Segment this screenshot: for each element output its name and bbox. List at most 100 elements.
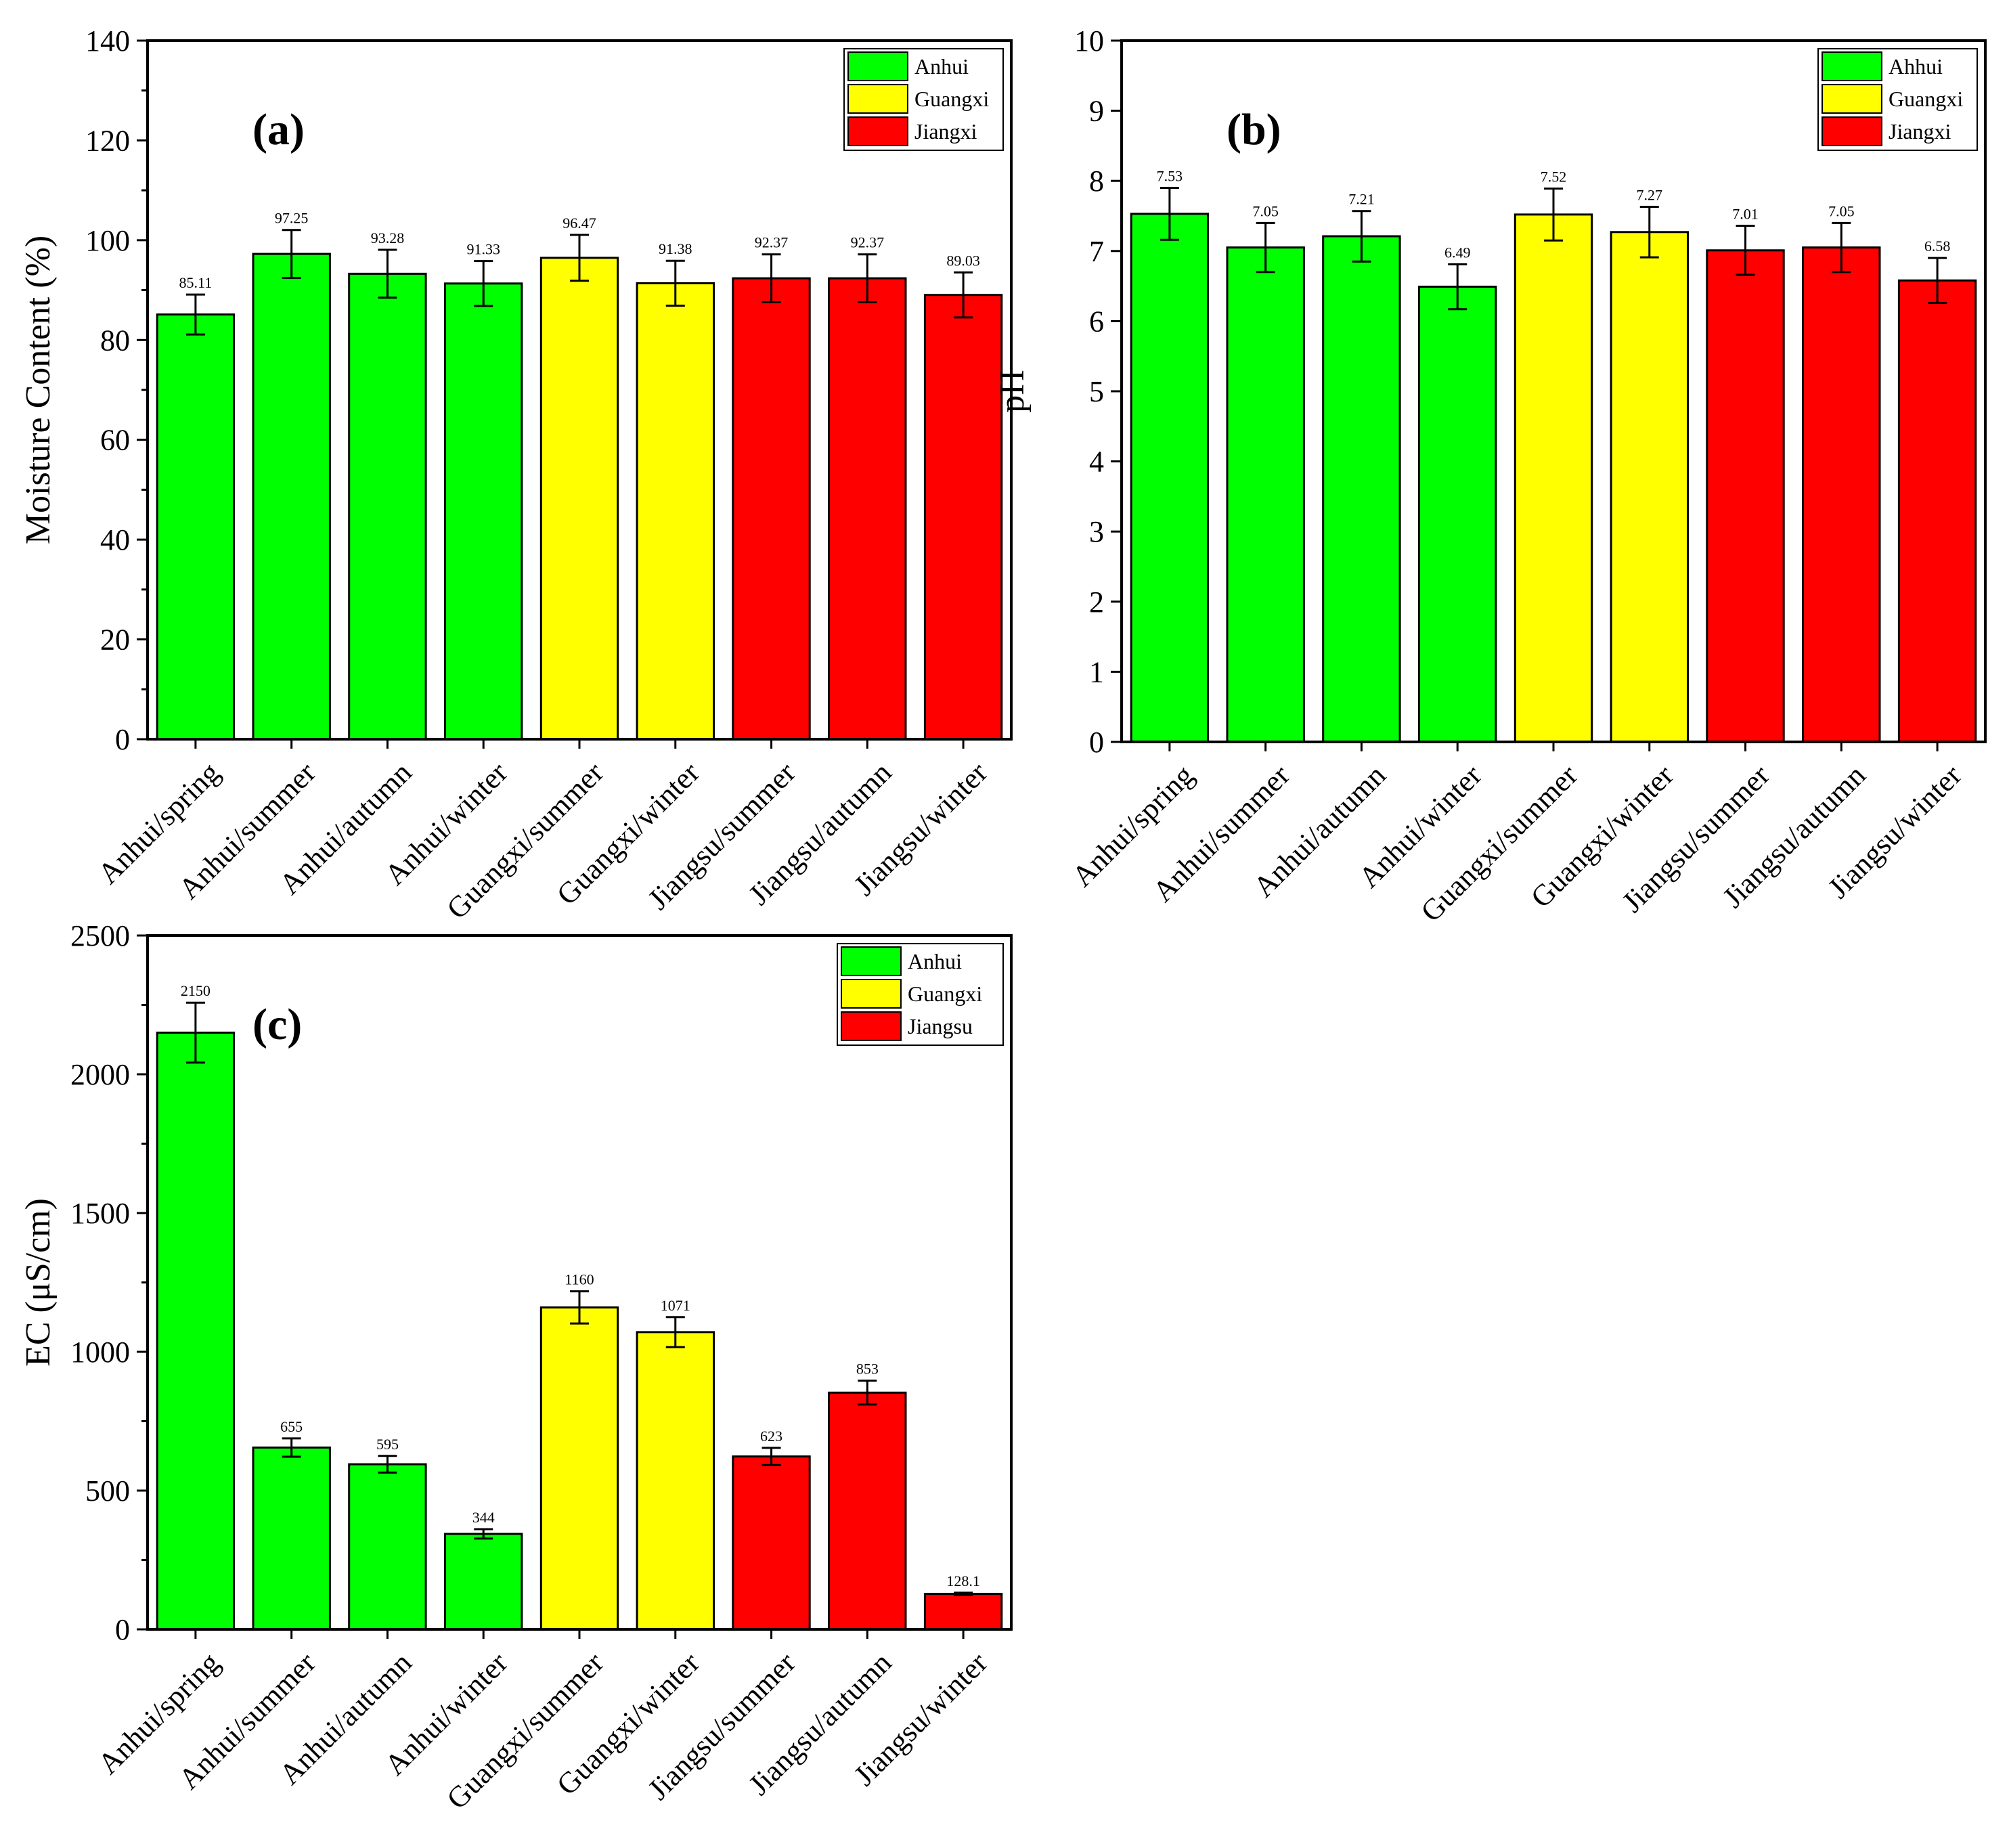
error-bar-7 [858,253,877,303]
error-bar-5 [665,259,685,307]
data-label-3: 344 [472,1509,495,1526]
panel-tag: (a) [252,105,305,154]
bar-6 [1706,249,1785,743]
error-bar-5 [1639,206,1659,259]
data-label-0: 7.53 [1157,168,1183,185]
y-tick-label-3: 3 [1089,515,1104,548]
error-bar-0 [185,293,205,336]
y-tick-label-2: 40 [100,523,130,556]
error-bar-2 [378,248,397,299]
legend-label-1: Guangxi [1889,87,1963,111]
legend-label-1: Guangxi [908,982,982,1006]
y-tick-label-3: 60 [100,424,130,457]
y-tick-label-1: 500 [85,1474,130,1508]
bar-4 [1514,213,1593,743]
legend-swatch-1 [1822,84,1882,114]
legend-swatch-0 [841,946,902,976]
data-label-1: 655 [280,1418,303,1435]
legend-label-0: Anhui [914,54,969,79]
error-bar-2 [378,1455,397,1474]
legend-swatch-2 [847,116,908,146]
legend-swatch-1 [841,979,902,1009]
error-bar-0 [1160,187,1179,241]
panel-tag: (b) [1227,105,1281,154]
bar-6 [732,277,811,741]
bar-7 [828,277,907,741]
bar-7 [828,1391,907,1631]
y-tick-label-2: 2 [1089,586,1104,619]
error-bar-1 [282,1437,301,1458]
y-tick-label-0: 0 [1089,726,1104,759]
data-label-2: 93.28 [371,229,405,246]
error-bar-8 [954,1591,973,1596]
y-axis-title: pH [993,370,1032,413]
y-tick-label-5: 100 [85,224,130,257]
bar-8 [923,294,1003,741]
legend-label-0: Anhui [908,949,962,973]
bar-3 [1418,286,1497,743]
error-bar-4 [1544,188,1563,242]
data-label-2: 7.21 [1348,191,1375,208]
bar-2 [348,272,427,741]
bar-1 [1226,246,1305,743]
y-tick-label-0: 0 [115,723,130,756]
legend: Anhui Guangxi Jiangsu [837,943,1004,1046]
y-tick-label-10: 10 [1074,24,1104,58]
y-tick-label-1: 1 [1089,655,1104,688]
bar-5 [636,282,715,741]
error-bar-3 [474,1528,493,1540]
y-tick-label-4: 2000 [70,1058,130,1091]
y-tick-label-9: 9 [1089,95,1104,128]
bar-4 [539,257,619,741]
chart-panel-0: 85.11 97.25 93.28 91.33 96.47 91.38 92.37 92.37… [19,24,1013,925]
bar-1 [252,252,331,741]
bar-5 [636,1331,715,1631]
y-axis-title: EC (μS/cm) [19,1198,58,1367]
error-bar-7 [1832,221,1851,273]
error-bar-6 [761,1447,781,1466]
data-label-4: 7.52 [1541,169,1567,185]
legend-swatch-0 [847,51,908,81]
error-bar-2 [1352,210,1371,263]
data-label-3: 91.33 [466,241,500,258]
legend-label-0: Ahhui [1889,54,1943,79]
bar-8 [1897,279,1977,743]
bar-3 [444,1533,523,1631]
bar-4 [539,1306,619,1631]
data-label-4: 96.47 [562,215,596,232]
panel-tag: (c) [252,1000,302,1049]
y-tick-label-2: 1000 [70,1336,130,1369]
data-label-0: 2150 [181,982,211,999]
bar-3 [444,282,523,741]
error-bar-1 [1256,221,1275,273]
error-bar-7 [858,1380,877,1406]
y-tick-label-0: 0 [115,1613,130,1646]
data-label-8: 6.58 [1924,238,1951,255]
y-tick-label-4: 4 [1089,445,1104,479]
data-label-3: 6.49 [1444,244,1471,261]
error-bar-6 [761,253,781,303]
data-label-2: 595 [376,1436,399,1453]
data-label-5: 91.38 [659,240,692,257]
y-tick-label-7: 140 [85,24,130,58]
data-label-6: 623 [760,1428,782,1445]
chart-panel-1: 7.53 7.05 7.21 6.49 7.52 7.27 7.01 7.05 6.58 0 1 2 3… [993,24,1987,928]
error-bar-5 [665,1316,685,1348]
y-tick-label-6: 6 [1089,305,1104,338]
y-tick-label-1: 20 [100,623,130,657]
legend-swatch-1 [847,84,908,114]
data-label-5: 7.27 [1637,187,1663,204]
y-tick-label-5: 2500 [70,919,130,952]
data-label-8: 89.03 [946,252,980,269]
bar-0 [156,1032,236,1631]
data-label-7: 7.05 [1828,202,1855,219]
error-bar-0 [185,1001,205,1064]
bar-1 [252,1446,331,1631]
error-bar-6 [1736,225,1755,276]
legend-swatch-0 [1822,51,1882,81]
data-label-1: 7.05 [1252,202,1279,219]
data-label-1: 97.25 [275,210,309,227]
bar-7 [1802,246,1881,743]
bar-2 [1322,235,1401,743]
